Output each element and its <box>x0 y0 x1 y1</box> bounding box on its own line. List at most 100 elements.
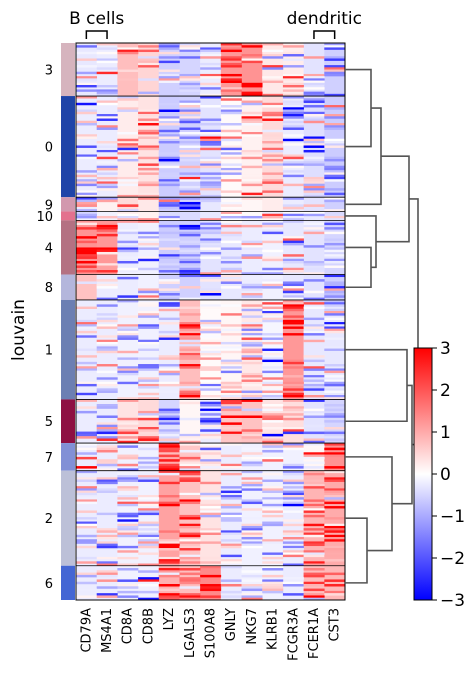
heat-stripe <box>117 397 139 400</box>
heat-stripe <box>303 98 325 101</box>
heat-stripe <box>200 466 222 469</box>
heat-stripe <box>241 304 263 307</box>
heat-stripe <box>220 240 242 244</box>
heat-stripe <box>138 218 160 221</box>
heat-stripe <box>282 297 304 301</box>
heat-stripe <box>200 224 222 228</box>
heat-stripe <box>117 147 139 151</box>
heat-stripe <box>282 302 304 305</box>
heat-stripe <box>138 397 160 400</box>
heat-stripe <box>262 249 284 253</box>
heat-stripe <box>96 383 118 387</box>
heat-stripe <box>200 595 222 598</box>
heat-stripe <box>96 199 118 203</box>
heat-stripe <box>117 590 139 594</box>
heat-stripe <box>138 438 160 441</box>
heat-stripe <box>303 456 325 460</box>
heat-stripe <box>76 45 97 48</box>
heat-stripe <box>220 545 242 549</box>
heat-stripe <box>241 60 263 64</box>
heat-stripe <box>282 84 304 88</box>
heat-stripe <box>76 456 97 460</box>
heat-stripe <box>220 472 242 476</box>
heat-stripe <box>96 534 118 538</box>
heat-stripe <box>282 220 304 223</box>
heat-stripe <box>76 78 97 81</box>
heat-stripe <box>262 283 284 287</box>
colorbar-tick-label: 0 <box>440 465 451 485</box>
heat-stripe <box>138 534 160 538</box>
heat-stripe <box>96 118 118 121</box>
heat-stripe <box>303 572 325 576</box>
heat-stripe <box>282 426 304 430</box>
heat-stripe <box>179 568 201 571</box>
heat-stripe <box>138 413 160 416</box>
bracket-B-cells <box>85 30 108 39</box>
heat-stripe <box>96 339 118 343</box>
heat-stripe <box>241 488 263 491</box>
heat-stripe <box>282 93 304 97</box>
heat-stripe <box>117 417 139 421</box>
heat-stripe <box>282 143 304 146</box>
heat-stripe <box>262 185 284 189</box>
heat-stripe <box>158 561 180 564</box>
heat-stripe <box>324 58 346 61</box>
heat-cell-10-S100A8 <box>200 211 222 221</box>
heat-stripe <box>76 84 97 88</box>
heat-stripe <box>158 78 180 81</box>
heat-stripe <box>262 440 284 444</box>
heat-stripe <box>138 258 160 262</box>
heat-stripe <box>200 554 222 558</box>
heat-stripe <box>200 541 222 544</box>
heat-stripe <box>324 404 346 407</box>
heat-stripe <box>282 308 304 312</box>
heat-stripe <box>241 508 263 511</box>
heat-stripe <box>138 172 160 175</box>
heat-stripe <box>117 586 139 589</box>
heat-stripe <box>220 98 242 101</box>
heat-stripe <box>200 429 222 432</box>
heat-stripe <box>282 388 304 391</box>
heat-stripe <box>262 479 284 482</box>
heat-stripe <box>324 188 346 191</box>
heat-stripe <box>262 65 284 68</box>
heat-stripe <box>303 486 325 489</box>
dendrogram-link <box>345 246 372 289</box>
heat-stripe <box>96 545 118 549</box>
heat-stripe <box>117 194 139 198</box>
gene-label-FCGR3A: FCGR3A <box>286 608 301 661</box>
heat-stripe <box>158 165 180 169</box>
heat-stripe <box>200 132 222 135</box>
heat-stripe <box>220 80 242 83</box>
heat-stripe <box>117 534 139 538</box>
heat-stripe <box>76 523 97 527</box>
heat-stripe <box>158 364 180 367</box>
heat-stripe <box>158 357 180 360</box>
heat-stripe <box>220 426 242 430</box>
heat-stripe <box>220 256 242 259</box>
heat-stripe <box>117 337 139 340</box>
gene-label-LYZ: LYZ <box>162 608 177 630</box>
heat-stripe <box>76 436 97 439</box>
heat-stripe <box>138 324 160 327</box>
heat-stripe <box>117 276 139 280</box>
heat-stripe <box>282 286 304 289</box>
heat-stripe <box>117 370 139 374</box>
heat-stripe <box>158 56 180 59</box>
heat-stripe <box>96 93 118 97</box>
heat-stripe <box>324 192 346 196</box>
heat-stripe <box>262 272 284 275</box>
heat-stripe <box>200 185 222 189</box>
heat-stripe <box>96 324 118 327</box>
heat-stripe <box>220 490 242 493</box>
heat-stripe <box>158 415 180 418</box>
heat-stripe <box>96 60 118 64</box>
heat-stripe <box>303 339 325 343</box>
heat-stripe <box>324 299 346 303</box>
gene-label-CD79A: CD79A <box>79 608 94 653</box>
heat-stripe <box>96 84 118 88</box>
heat-stripe <box>117 256 139 259</box>
heat-stripe <box>220 328 242 332</box>
heat-stripe <box>158 495 180 498</box>
gene-label-KLRB1: KLRB1 <box>266 608 281 650</box>
